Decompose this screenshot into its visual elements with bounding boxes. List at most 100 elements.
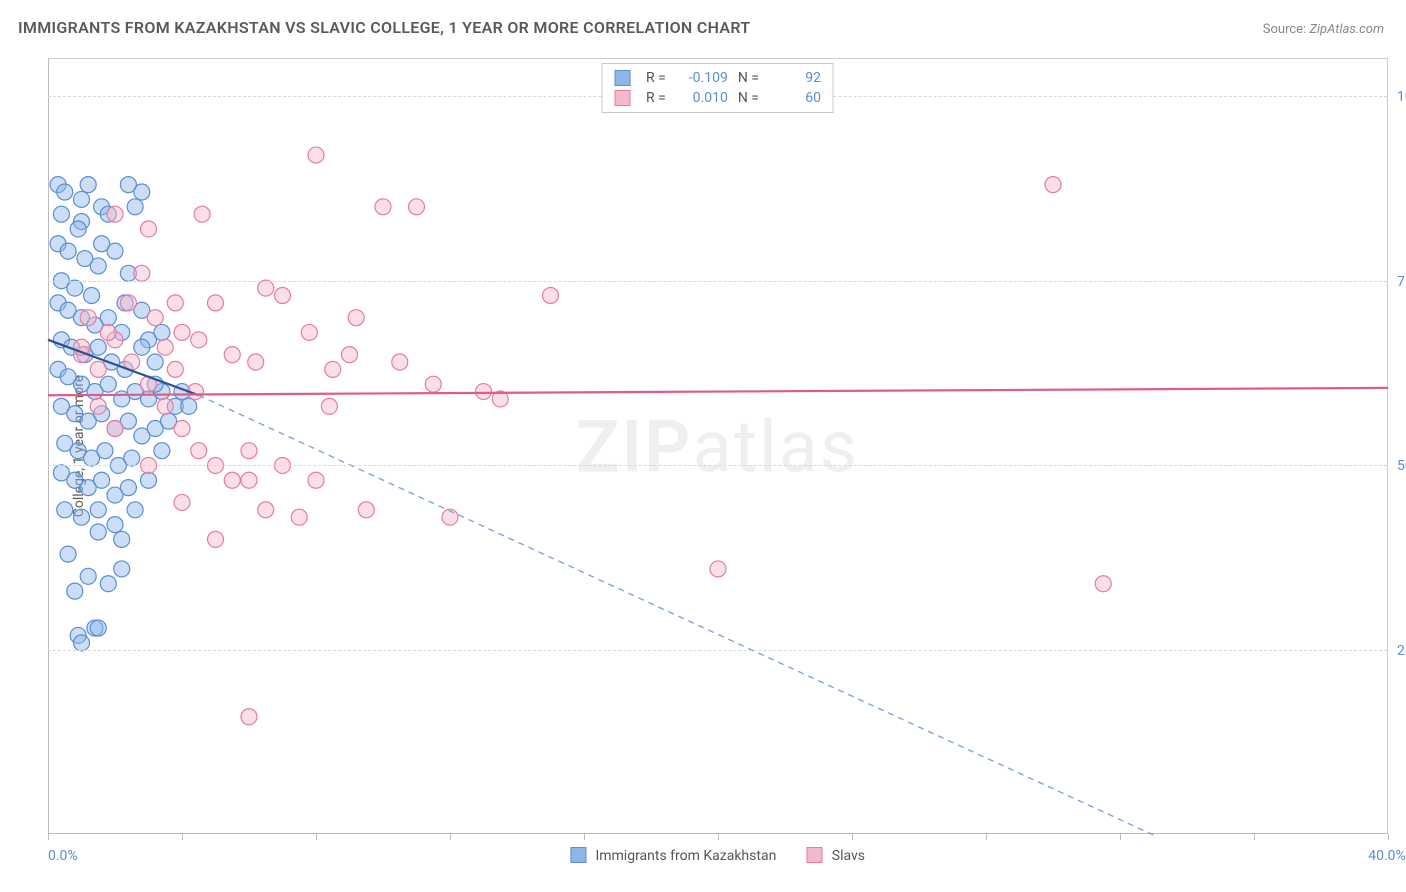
y-tick-label: 75.0% [1391,274,1406,290]
data-point [80,568,96,584]
data-point [348,310,364,326]
data-point [124,450,140,466]
gridline: 75.0% [48,281,1387,282]
data-point [90,361,106,377]
data-point [141,221,157,237]
data-point [258,280,274,296]
data-point [67,583,83,599]
data-point [67,280,83,296]
x-tick [316,834,317,840]
data-point [543,287,559,303]
plot-area: ZIPatlas R = -0.109 N = 92 R = 0.010 N =… [48,58,1388,834]
gridline: 50.0% [48,465,1387,466]
data-point [94,236,110,252]
r-value-slavs: 0.010 [676,90,728,106]
n-value-slavs: 60 [769,90,821,106]
data-point [100,576,116,592]
data-point [157,398,173,414]
data-point [392,354,408,370]
legend-row-slavs: R = 0.010 N = 60 [614,88,821,108]
data-point [147,310,163,326]
data-point [224,472,240,488]
chart-title: IMMIGRANTS FROM KAZAKHSTAN VS SLAVIC COL… [18,18,750,37]
data-point [57,502,73,518]
x-tick [1388,834,1389,840]
data-point [476,384,492,400]
data-point [84,287,100,303]
data-point [275,287,291,303]
data-point [107,206,123,222]
x-axis-min-label: 0.0% [48,848,78,864]
data-point [1045,177,1061,193]
data-point [167,361,183,377]
data-point [90,524,106,540]
data-point [60,546,76,562]
data-point [358,502,374,518]
data-point [191,443,207,459]
data-point [174,324,190,340]
legend-label-kazakhstan: Immigrants from Kazakhstan [595,848,776,864]
data-point [154,443,170,459]
x-axis-max-label: 40.0% [1368,848,1406,864]
data-point [114,531,130,547]
legend-row-kazakhstan: R = -0.109 N = 92 [614,68,821,88]
data-point [114,561,130,577]
x-tick [450,834,451,840]
data-point [174,421,190,437]
data-point [94,472,110,488]
data-point [74,509,90,525]
data-point [107,517,123,533]
x-tick [1254,834,1255,840]
swatch-slavs-icon [806,847,822,863]
data-point [409,199,425,215]
data-point [90,339,106,355]
source-value: ZipAtlas.com [1309,22,1384,37]
data-point [241,472,257,488]
trend-line [199,395,1154,835]
x-tick [1120,834,1121,840]
n-label: N = [738,90,759,106]
data-point [100,376,116,392]
data-point [710,561,726,577]
swatch-kazakhstan [614,70,630,86]
data-point [100,310,116,326]
data-point [291,509,307,525]
r-label: R = [646,90,666,106]
data-point [90,620,106,636]
data-point [60,243,76,259]
data-point [80,177,96,193]
gridline: 25.0% [48,650,1387,651]
r-label: R = [646,70,666,86]
data-point [167,295,183,311]
data-point [154,324,170,340]
data-point [74,191,90,207]
y-tick-label: 25.0% [1391,643,1406,659]
data-point [120,480,136,496]
data-point [134,339,150,355]
data-point [375,199,391,215]
y-tick-label: 50.0% [1391,458,1406,474]
data-point [194,206,210,222]
data-point [107,421,123,437]
r-value-kazakhstan: -0.109 [676,70,728,86]
n-label: N = [738,70,759,86]
data-point [57,184,73,200]
data-point [134,184,150,200]
x-tick [48,834,49,840]
data-point [1095,576,1111,592]
data-point [97,443,113,459]
data-point [90,258,106,274]
data-point [134,265,150,281]
data-point [157,339,173,355]
data-point [120,295,136,311]
correlation-legend: R = -0.109 N = 92 R = 0.010 N = 60 [601,63,834,113]
data-point [80,310,96,326]
data-point [74,635,90,651]
data-point [258,502,274,518]
legend-label-slavs: Slavs [832,848,865,864]
data-point [308,472,324,488]
data-point [208,531,224,547]
plot-svg [48,59,1387,834]
data-point [90,502,106,518]
data-point [53,206,69,222]
